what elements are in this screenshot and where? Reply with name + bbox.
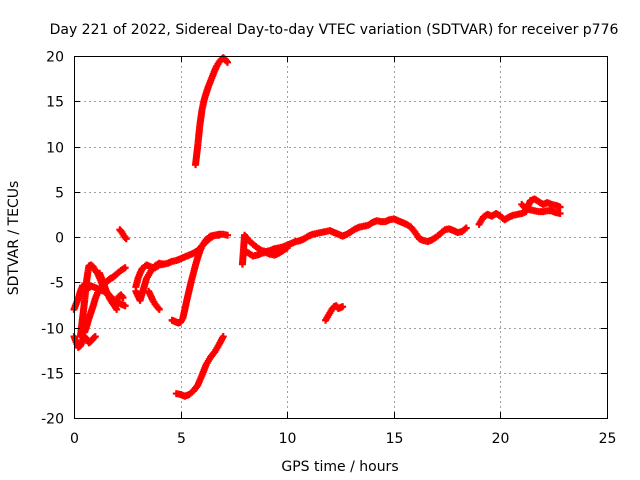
y-tick-label: 20	[46, 50, 64, 66]
data-point	[219, 333, 227, 341]
y-axis-label: SDTVAR / TECUs	[6, 181, 22, 296]
y-tick-label: 0	[55, 231, 64, 247]
y-tick-label: 10	[46, 141, 64, 157]
data-point	[339, 303, 347, 311]
data-point	[215, 231, 223, 239]
data-point	[462, 224, 470, 232]
data-point	[283, 244, 291, 252]
data-point	[121, 302, 129, 310]
data-point	[160, 260, 168, 268]
x-tick-label: 25	[599, 431, 617, 447]
x-tick-label: 5	[177, 431, 186, 447]
y-tick-label: -20	[41, 412, 64, 428]
y-tick-label: -10	[41, 322, 64, 338]
data-point	[224, 58, 232, 66]
data-point	[113, 305, 121, 313]
data-point	[556, 209, 564, 217]
x-tick-label: 0	[70, 431, 79, 447]
x-axis-label: GPS time / hours	[281, 459, 398, 475]
data-point	[91, 333, 99, 341]
data-point	[121, 264, 129, 272]
data-point	[155, 305, 163, 313]
tick-labels: 0 5 10 15 20 25 -20 -15 -10 -5 0 5 10 15 20	[41, 50, 616, 448]
x-tick-label: 15	[386, 431, 404, 447]
chart-title: Day 221 of 2022, Sidereal Day-to-day VTE…	[50, 22, 619, 38]
axis-ticks	[74, 56, 608, 419]
data-point	[224, 231, 232, 239]
data-point	[119, 294, 127, 302]
x-tick-label: 10	[279, 431, 297, 447]
data-point	[556, 203, 564, 211]
y-tick-label: 5	[55, 186, 64, 202]
y-tick-label: 15	[46, 95, 64, 111]
data-points	[70, 54, 564, 400]
y-tick-label: -5	[50, 276, 64, 292]
data-point	[122, 235, 130, 243]
x-tick-label: 20	[492, 431, 510, 447]
y-tick-label: -15	[41, 367, 64, 383]
